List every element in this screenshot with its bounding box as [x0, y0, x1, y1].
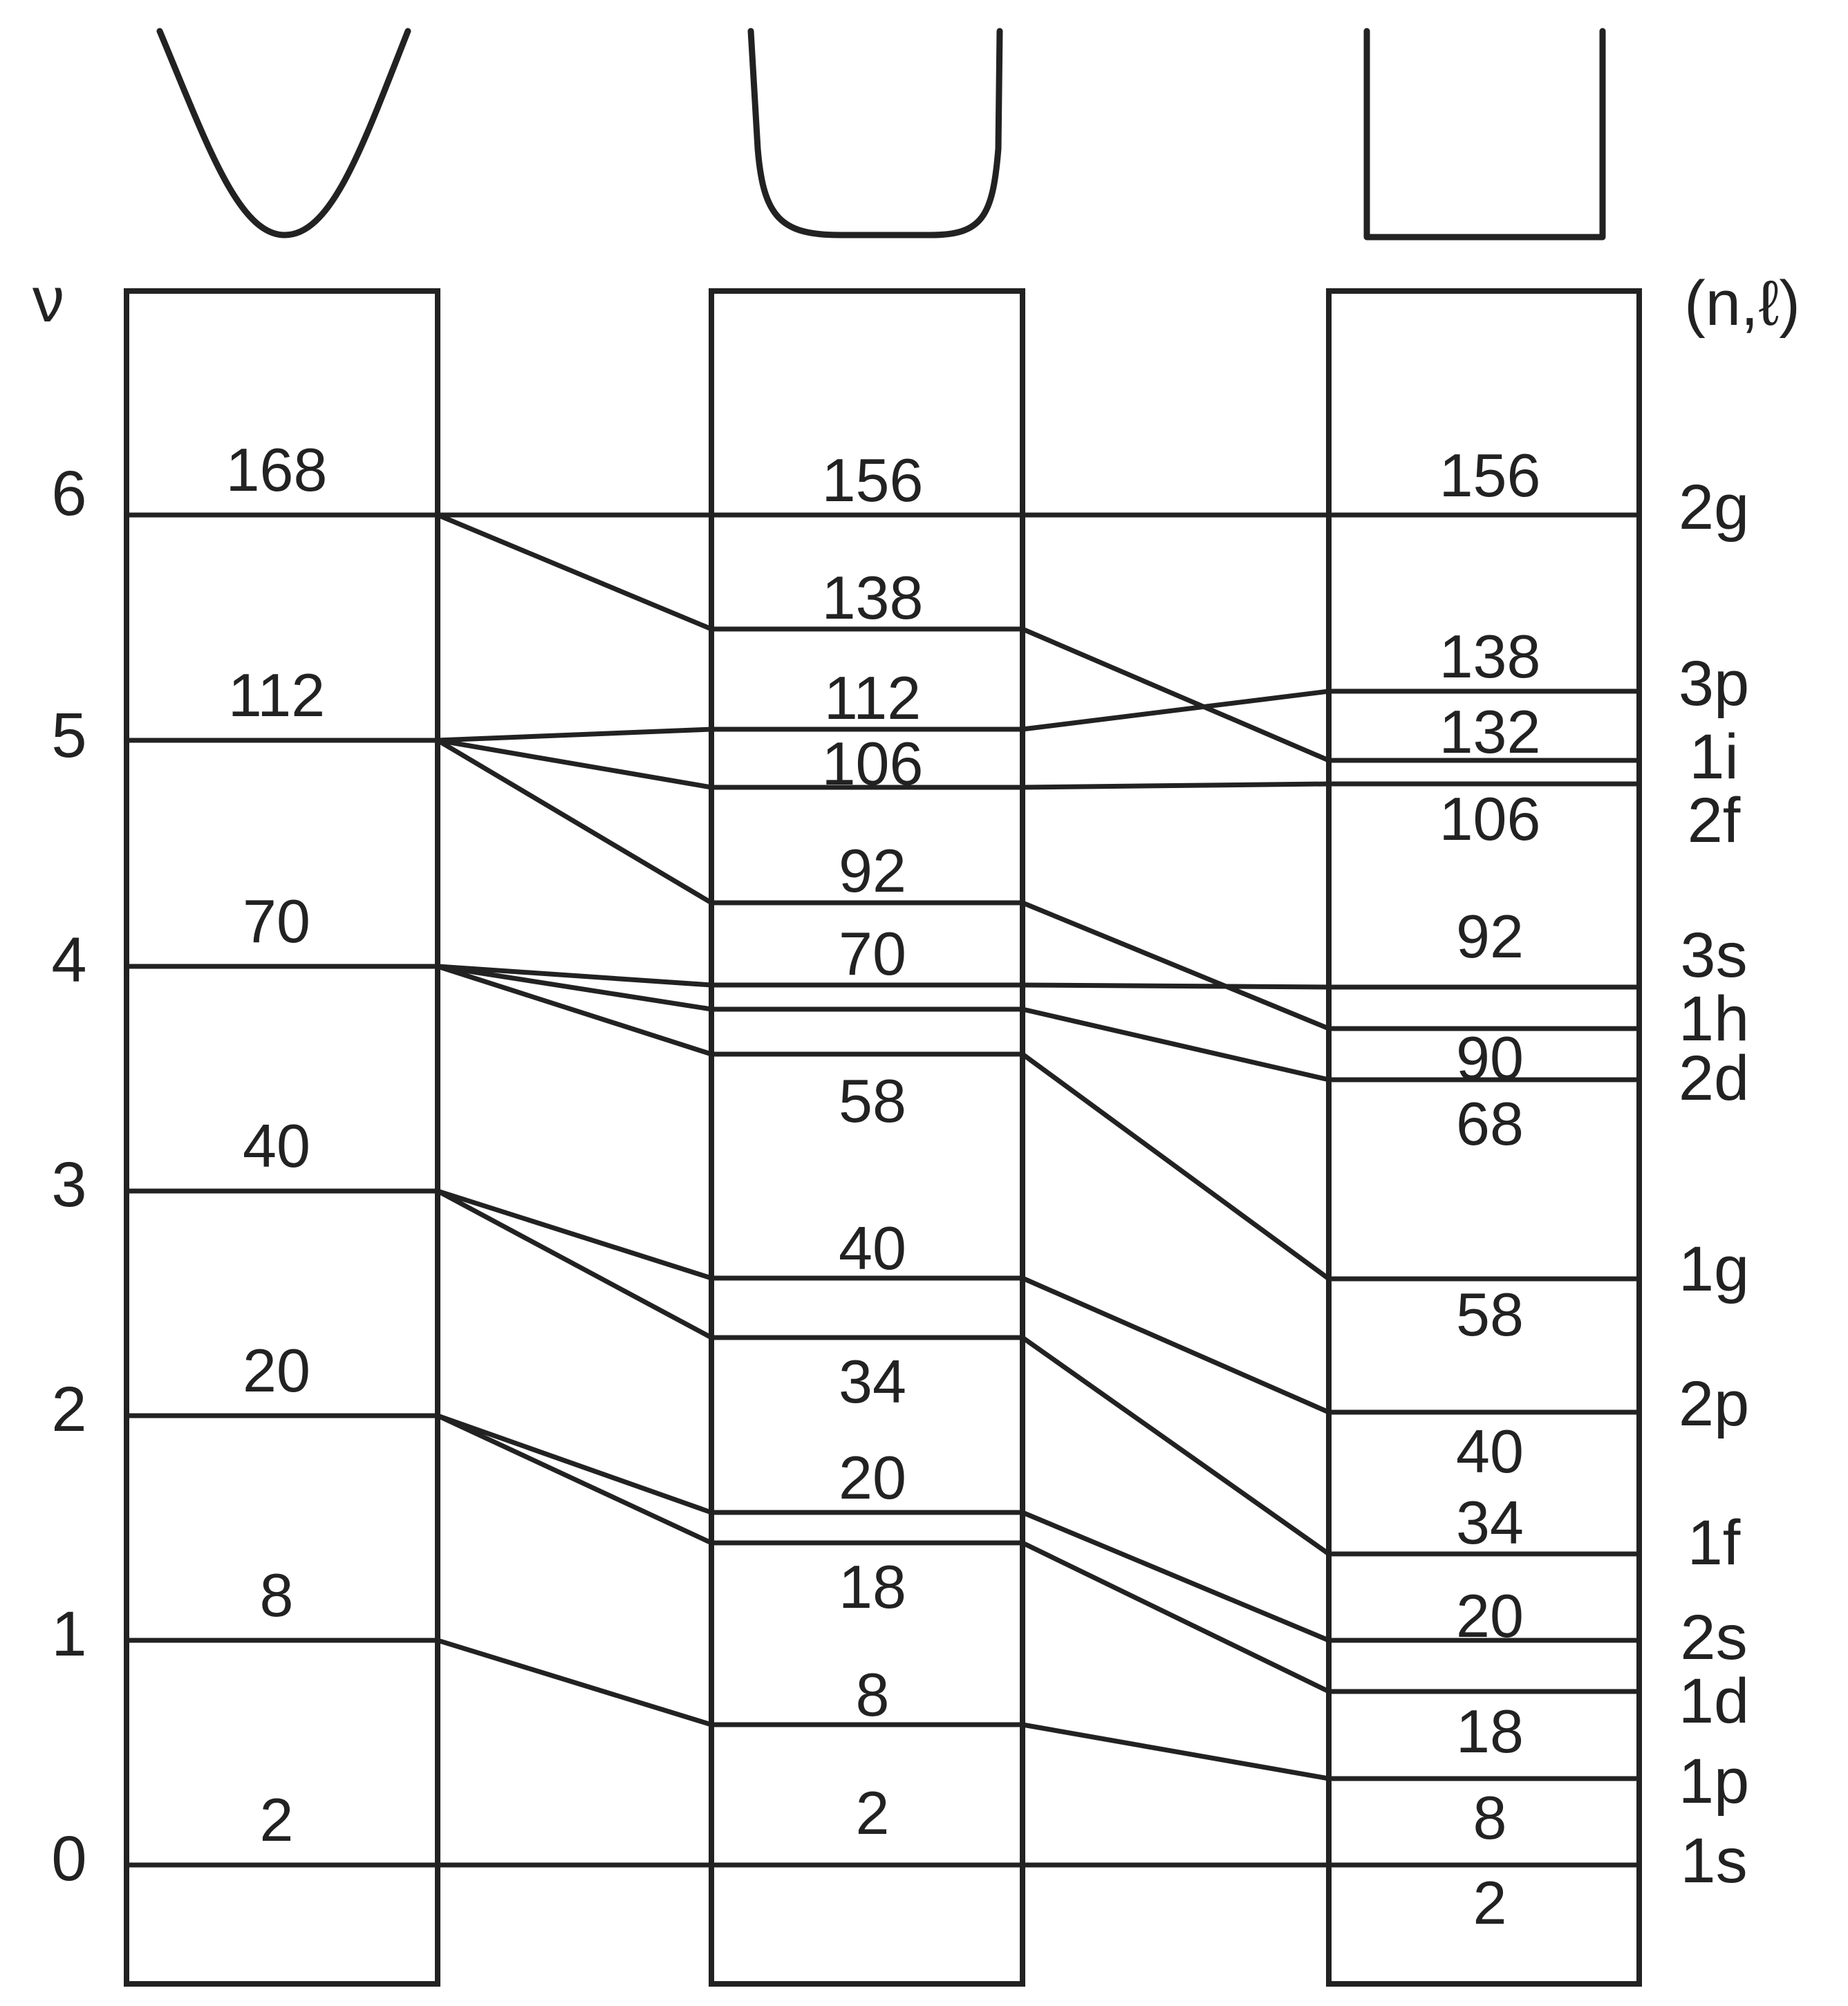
magic-number-label: 20 — [839, 1443, 906, 1512]
magic-number-label: 132 — [1439, 697, 1541, 766]
connector-line — [436, 1188, 713, 1340]
nu-tick: 0 — [51, 1824, 86, 1894]
connector-line — [1021, 900, 1330, 1031]
magic-number-label: 40 — [1456, 1417, 1524, 1485]
magic-number-label: 112 — [228, 661, 325, 729]
connector-line — [437, 964, 712, 988]
nu-tick: 3 — [51, 1150, 86, 1220]
magic-number-label: 106 — [822, 729, 924, 798]
rounded-well-potential-icon — [747, 28, 1003, 238]
magic-number-label: 92 — [1456, 902, 1524, 971]
connector-line — [436, 1413, 713, 1515]
magic-number-label: 138 — [1439, 622, 1541, 691]
magic-number-label: 8 — [856, 1660, 890, 1729]
magic-number-label: 34 — [839, 1347, 906, 1416]
nl-label: 1g — [1679, 1234, 1749, 1304]
harmonic-magic-numbers: 2 8 20 40 70 112 168 — [226, 435, 328, 1854]
connector-line — [1020, 1052, 1331, 1281]
connector-line — [436, 1413, 713, 1546]
magic-number-label: 70 — [243, 887, 310, 955]
connector-line — [1021, 1275, 1330, 1415]
connector-line — [1022, 1006, 1329, 1082]
magic-number-label: 90 — [1456, 1024, 1524, 1092]
nl-label: 3s — [1680, 920, 1747, 991]
connector-line — [437, 964, 712, 1012]
nu-tick: 5 — [51, 700, 86, 771]
connector-line — [1022, 982, 1329, 990]
nu-axis-label: ν — [32, 265, 64, 335]
nl-label: 1f — [1688, 1508, 1741, 1578]
magic-number-label: 106 — [1439, 785, 1541, 853]
rounded-magic-numbers: 2 8 18 20 34 40 58 70 92 106 112 138 156 — [822, 446, 924, 1847]
nl-label: 2p — [1679, 1369, 1749, 1439]
magic-number-label: 8 — [260, 1561, 294, 1629]
harmonic-column-box — [124, 288, 440, 1987]
nu-tick: 4 — [51, 925, 86, 995]
magic-number-label: 18 — [1456, 1697, 1524, 1765]
magic-number-label: 70 — [839, 919, 906, 988]
square-levels — [1329, 512, 1639, 1868]
magic-number-label: 2 — [260, 1785, 294, 1854]
connector-line — [1021, 626, 1330, 763]
square-column-box — [1326, 288, 1642, 1987]
square-well-potential-icon — [1363, 28, 1606, 241]
connectors-left — [436, 512, 713, 1868]
magic-number-label: 168 — [226, 435, 328, 504]
connector-line — [436, 1188, 713, 1281]
nu-ticks: 0 1 2 3 4 5 6 — [51, 458, 86, 1894]
connector-line — [436, 512, 713, 632]
nu-tick: 2 — [51, 1374, 86, 1445]
magic-number-label: 92 — [839, 836, 906, 905]
nl-labels: 1s 1p 1d 2s 1f 2p 1g 2d 1h 3s 2f 1i 3p 2… — [1679, 472, 1749, 1896]
connector-line — [1022, 688, 1329, 732]
magic-number-label: 112 — [824, 664, 921, 732]
connector-line — [1021, 1540, 1330, 1694]
magic-number-label: 58 — [839, 1067, 906, 1135]
nu-tick: 1 — [51, 1599, 86, 1669]
nl-label: 2g — [1679, 472, 1749, 543]
nl-axis-label: (n,ℓ) — [1684, 268, 1800, 339]
magic-number-label: 40 — [243, 1112, 310, 1180]
magic-number-label: 20 — [1456, 1582, 1524, 1650]
magic-number-label: 20 — [243, 1336, 310, 1405]
nl-label: 1s — [1680, 1826, 1747, 1896]
magic-number-label: 2 — [1473, 1868, 1507, 1937]
connector-line — [1021, 1510, 1330, 1643]
connector-line — [436, 964, 713, 1057]
connectors-right — [1020, 512, 1331, 1868]
magic-number-label: 18 — [839, 1553, 906, 1621]
connector-line — [1022, 1722, 1329, 1781]
magic-number-label: 156 — [822, 446, 924, 514]
harmonic-oscillator-potential-icon — [156, 28, 411, 238]
nl-label: 2d — [1679, 1043, 1749, 1114]
rounded-levels — [711, 512, 1023, 1868]
magic-number-label: 8 — [1473, 1783, 1507, 1852]
rounded-column-box — [709, 288, 1025, 1987]
square-magic-numbers: 2 8 18 20 34 40 58 68 90 92 106 132 138 … — [1439, 441, 1541, 1937]
nl-label: 2s — [1680, 1602, 1747, 1673]
connector-line — [1022, 781, 1329, 790]
connector-line — [436, 1638, 713, 1727]
connector-line — [1020, 1335, 1331, 1556]
magic-number-label: 2 — [856, 1779, 890, 1847]
connector-line — [436, 738, 713, 906]
magic-number-label: 34 — [1456, 1488, 1524, 1557]
nl-label: 1p — [1679, 1746, 1749, 1817]
magic-number-label: 138 — [822, 563, 924, 632]
nl-label: 1i — [1689, 722, 1739, 792]
nl-label: 3p — [1679, 648, 1749, 719]
magic-number-label: 68 — [1456, 1089, 1524, 1158]
magic-number-label: 40 — [839, 1214, 906, 1282]
nl-label: 2f — [1688, 785, 1741, 856]
magic-number-label: 156 — [1439, 441, 1541, 509]
connector-line — [437, 738, 712, 790]
magic-number-label: 58 — [1456, 1280, 1524, 1349]
nl-label: 1h — [1679, 984, 1749, 1054]
nl-label: 1d — [1679, 1666, 1749, 1736]
harmonic-levels — [127, 512, 438, 1868]
nu-tick: 6 — [51, 458, 86, 529]
connector-line — [437, 727, 712, 743]
